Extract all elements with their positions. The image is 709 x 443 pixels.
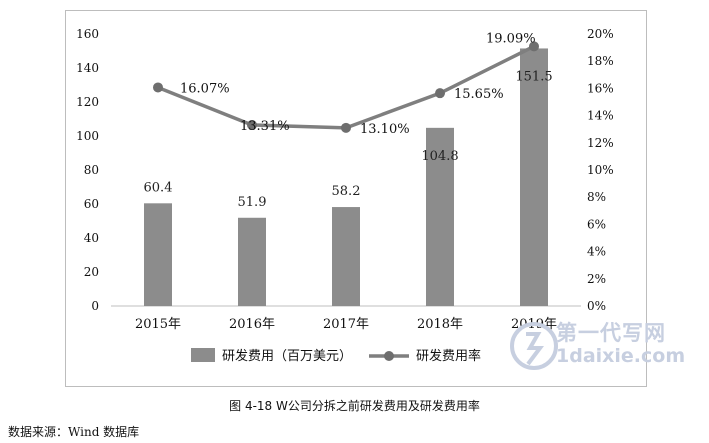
y-left-tick-label: 140 bbox=[76, 61, 99, 75]
y-right-tick-label: 16% bbox=[587, 81, 614, 95]
line-point-2017年 bbox=[341, 122, 351, 133]
bar-2015年 bbox=[144, 203, 172, 306]
y-right-tick-label: 4% bbox=[587, 245, 606, 259]
y-right-tick-label: 14% bbox=[587, 109, 614, 123]
y-left-tick-label: 40 bbox=[84, 231, 99, 245]
x-category-label: 2016年 bbox=[229, 317, 275, 332]
x-category-label: 2017年 bbox=[323, 317, 369, 332]
data-source: 数据来源：Wind 数据库 bbox=[8, 425, 140, 439]
legend-line-marker bbox=[384, 351, 394, 361]
y-right-tick-label: 18% bbox=[587, 54, 614, 68]
bar-data-label: 51.9 bbox=[238, 195, 267, 210]
line-point-2018年 bbox=[435, 88, 445, 99]
y-right-tick-label: 20% bbox=[587, 27, 614, 41]
line-data-label: 13.10% bbox=[360, 122, 410, 137]
y-right-tick-label: 10% bbox=[587, 163, 614, 177]
y-right-tick-label: 2% bbox=[587, 272, 606, 286]
bar-data-label: 151.5 bbox=[515, 69, 552, 84]
y-left-tick-label: 120 bbox=[76, 95, 99, 109]
line-point-2019年 bbox=[529, 41, 539, 52]
watermark-text-url: 1daixie.com bbox=[556, 345, 686, 367]
bar-data-label: 104.8 bbox=[421, 149, 458, 164]
y-right-tick-label: 8% bbox=[587, 190, 606, 204]
y-left-tick-label: 0 bbox=[91, 299, 99, 313]
bar-data-label: 60.4 bbox=[144, 180, 173, 195]
bar-2016年 bbox=[238, 217, 266, 306]
y-right-tick-label: 12% bbox=[587, 136, 614, 150]
watermark-logo-icon bbox=[510, 322, 558, 370]
y-left-tick-label: 60 bbox=[84, 197, 99, 211]
legend-bar-label: 研发费用（百万美元） bbox=[222, 348, 352, 364]
line-data-label: 15.65% bbox=[454, 87, 504, 102]
chart-frame: 0 20 40 60 80 100 120 140 160 0% 2% 4% 6% 8% 10% 12% 14%… bbox=[65, 10, 647, 387]
line-point-2016年 bbox=[247, 119, 257, 130]
y-left-tick-label: 100 bbox=[76, 129, 99, 143]
y-right-tick-label: 0% bbox=[587, 299, 606, 313]
y-left-tick-label: 160 bbox=[76, 27, 99, 41]
legend-bar-swatch bbox=[191, 348, 215, 362]
y-left-tick-label: 80 bbox=[84, 163, 99, 177]
bar-data-label: 58.2 bbox=[332, 184, 361, 199]
y-right-tick-label: 6% bbox=[587, 217, 606, 231]
line-data-label: 13.31% bbox=[240, 119, 290, 134]
line-data-label: 16.07% bbox=[180, 81, 230, 96]
x-category-label: 2018年 bbox=[417, 317, 463, 332]
watermark-text-cn: 第一代写网 bbox=[556, 321, 666, 345]
figure-caption: 图 4-18 W公司分拆之前研发费用及研发费用率 bbox=[229, 399, 480, 413]
y-left-tick-label: 20 bbox=[84, 265, 99, 279]
bar-2019年 bbox=[520, 48, 548, 306]
legend-line-label: 研发费用率 bbox=[416, 348, 481, 364]
bar-2017年 bbox=[332, 207, 360, 306]
bar-2018年 bbox=[426, 127, 454, 306]
x-category-label: 2015年 bbox=[135, 317, 181, 332]
line-data-label: 19.09% bbox=[486, 31, 536, 46]
line-point-2015年 bbox=[153, 82, 163, 93]
